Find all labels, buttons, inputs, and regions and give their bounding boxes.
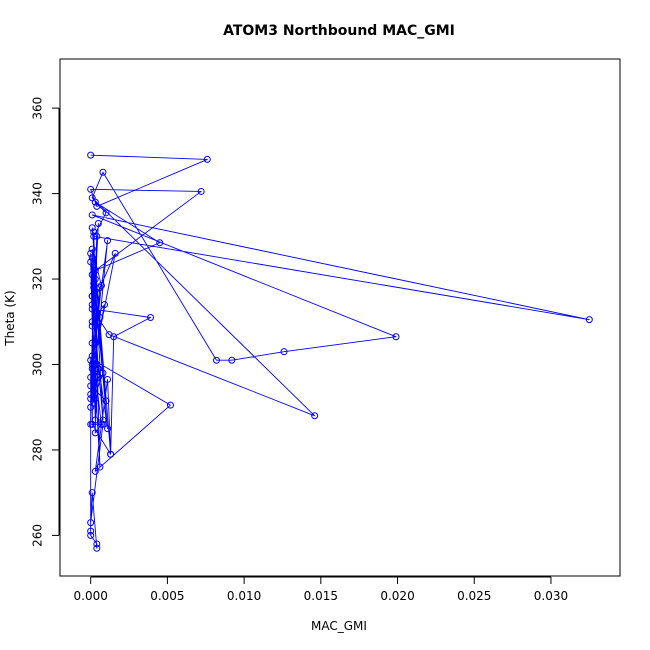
data-point [88,352,96,360]
data-point [88,305,96,313]
chart-title: ATOM3 Northbound MAC_GMI [223,23,455,39]
data-point [87,258,95,266]
data-point [88,322,96,330]
x-tick-label: 0.015 [304,589,338,603]
x-axis: 0.000 0.005 0.010 0.015 0.020 0.025 0.030 [74,576,568,603]
series-layer [87,151,593,552]
data-point [88,301,96,309]
x-axis-label: MAC_GMI [311,619,367,633]
data-point [91,467,99,475]
data-point [94,220,102,227]
data-point [88,245,96,253]
data-point [156,239,164,247]
data-point [90,228,98,236]
x-tick-label: 0.020 [380,589,414,603]
data-point [96,463,104,471]
y-axis-label: Theta (K) [3,290,17,346]
data-point [88,489,96,497]
y-tick-label: 260 [31,524,45,547]
data-point [228,356,236,364]
data-point [107,450,115,458]
data-point [87,390,95,398]
series-line [90,154,590,549]
data-point [102,209,110,217]
data-point [203,155,211,163]
data-point [93,544,101,552]
data-point [104,375,112,383]
data-point [102,397,110,405]
data-point [99,416,107,424]
data-point [311,412,319,420]
data-point [87,527,95,535]
y-tick-label: 360 [31,97,45,120]
data-point [166,401,174,409]
data-point [100,301,108,309]
data-point [88,292,96,300]
data-point [197,187,205,195]
data-point [88,224,96,232]
data-point [212,356,220,364]
data-point [88,194,96,202]
plot-frame [59,58,621,577]
data-point [90,279,98,287]
y-tick-label: 280 [31,439,45,462]
data-point [392,333,400,341]
data-point [99,369,107,377]
y-tick-label: 340 [31,182,45,205]
data-point [87,420,95,428]
data-point [93,361,101,368]
x-tick-label: 0.025 [457,589,491,603]
data-point [147,314,155,321]
data-point [87,185,95,193]
data-point [88,211,96,219]
data-point [91,395,99,403]
data-point [88,361,96,368]
data-point [585,316,593,324]
data-point [104,425,112,433]
data-point [280,348,288,356]
data-point [91,429,99,437]
data-point [96,284,104,292]
data-point [88,339,96,347]
data-point [93,540,101,548]
data-point [99,420,107,428]
y-axis: 260 280 300 320 340 360 [31,97,60,547]
data-point [87,382,95,390]
y-tick-label: 300 [31,353,45,376]
y-tick-label: 320 [31,268,45,291]
data-point [104,237,112,245]
data-point [96,314,104,321]
data-point [88,318,96,326]
x-tick-label: 0.030 [534,589,568,603]
data-point [93,202,101,210]
data-point [91,339,99,347]
data-point [91,416,99,424]
data-point [87,151,95,159]
data-point [111,249,119,257]
data-point [87,403,95,411]
data-point [99,168,107,176]
data-point [87,395,95,403]
data-point [110,333,118,341]
x-tick-label: 0.000 [74,589,108,603]
data-point [94,365,102,373]
data-point [88,271,96,279]
data-point [88,254,96,262]
data-point [87,249,95,257]
x-tick-label: 0.010 [227,589,261,603]
data-point [97,281,105,289]
data-point [87,531,95,539]
data-point [87,356,95,364]
x-tick-label: 0.005 [150,589,184,603]
data-point [94,373,102,381]
data-point [90,232,98,240]
data-point [87,519,95,527]
